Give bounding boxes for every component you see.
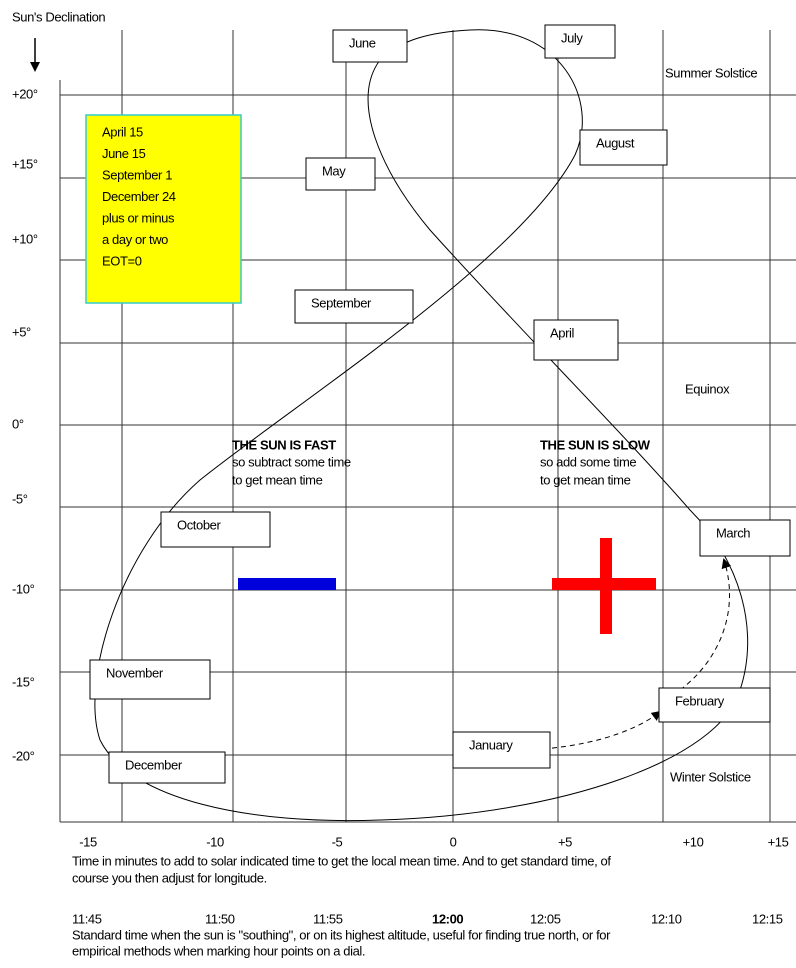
- x-label: +15: [768, 834, 789, 849]
- y-label: -5°: [12, 491, 28, 506]
- note-line: June 15: [102, 146, 146, 161]
- month-box: [160, 511, 271, 548]
- fast-heading: THE SUN IS FAST: [232, 437, 336, 452]
- month-box: [699, 519, 791, 557]
- month-label: February: [675, 693, 725, 708]
- month-label: July: [561, 30, 583, 45]
- note-line: a day or two: [102, 232, 168, 247]
- month-box: [305, 157, 376, 191]
- plus-sign: [600, 538, 612, 634]
- time-caption: empirical methods when marking hour poin…: [72, 943, 365, 958]
- month-label: November: [106, 665, 164, 680]
- month-box: [533, 319, 619, 361]
- x-label: +5: [558, 834, 572, 849]
- y-label: -10°: [12, 581, 35, 596]
- month-label: October: [177, 517, 222, 532]
- dashed-arrow: [679, 558, 732, 691]
- fast-line: to get mean time: [232, 472, 323, 487]
- note-line: December 24: [102, 189, 176, 204]
- x-label: -15: [79, 834, 97, 849]
- title: Sun's Declination: [12, 9, 105, 24]
- month-label: April: [550, 325, 575, 340]
- month-box: [544, 24, 616, 59]
- month-label: May: [322, 163, 346, 178]
- slow-line: so add some time: [540, 454, 636, 469]
- y-label: -20°: [12, 748, 35, 763]
- time-label: 12:15: [752, 911, 783, 926]
- x-label: -10: [206, 834, 224, 849]
- month-box: [108, 751, 226, 784]
- y-label: +5°: [12, 324, 31, 339]
- time-label: 12:00: [432, 911, 463, 926]
- winter-solstice: Winter Solstice: [670, 769, 751, 784]
- month-box: [332, 29, 408, 63]
- month-box: [294, 289, 414, 324]
- month-label: September: [311, 295, 372, 310]
- note-box: [85, 114, 242, 304]
- note-line: EOT=0: [102, 253, 142, 268]
- time-label: 12:05: [530, 911, 561, 926]
- x-caption: course you then adjust for longitude.: [72, 870, 267, 885]
- time-label: 11:50: [205, 911, 235, 926]
- analemma: [94, 29, 749, 822]
- month-box: [89, 659, 211, 700]
- month-box: [579, 129, 668, 166]
- x-label: 0: [450, 834, 457, 849]
- time-caption: Standard time when the sun is "southing"…: [72, 927, 611, 942]
- time-label: 11:45: [72, 911, 102, 926]
- minus-sign: [238, 578, 336, 590]
- month-label: December: [125, 757, 183, 772]
- summer-solstice: Summer Solstice: [665, 65, 757, 80]
- x-caption: Time in minutes to add to solar indicate…: [72, 853, 611, 868]
- x-label: +10: [683, 834, 704, 849]
- y-label: +10°: [12, 231, 38, 246]
- time-label: 11:55: [313, 911, 343, 926]
- y-label: -15°: [12, 674, 35, 689]
- note-line: plus or minus: [102, 210, 175, 225]
- slow-heading: THE SUN IS SLOW: [540, 437, 651, 452]
- month-box: [658, 687, 771, 723]
- fast-line: so subtract some time: [232, 454, 351, 469]
- note-line: September 1: [102, 167, 172, 182]
- y-label: 0°: [12, 416, 24, 431]
- month-label: August: [596, 135, 635, 150]
- slow-line: to get mean time: [540, 472, 631, 487]
- month-label: January: [469, 737, 513, 752]
- month-box: [452, 731, 551, 769]
- month-label: March: [716, 525, 750, 540]
- note-line: April 15: [102, 124, 143, 139]
- time-label: 12:10: [651, 911, 682, 926]
- x-label: -5: [332, 834, 343, 849]
- y-label: +20°: [12, 86, 38, 101]
- equinox: Equinox: [685, 381, 730, 396]
- month-label: June: [349, 35, 376, 50]
- y-label: +15°: [12, 156, 38, 171]
